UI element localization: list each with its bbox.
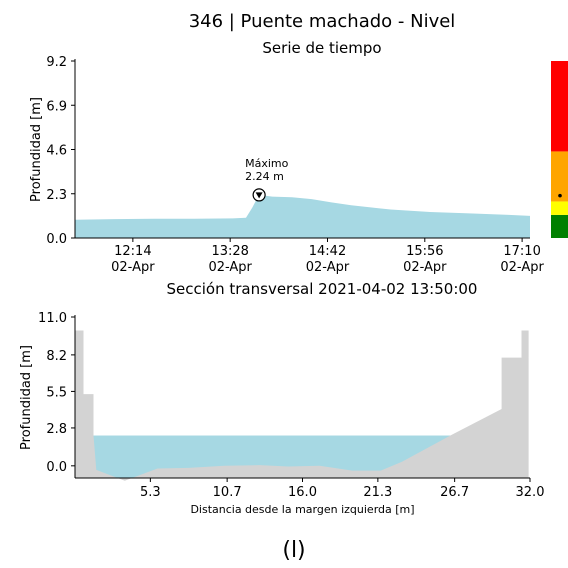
section-title: Sección transversal 2021-04-02 13:50:00 — [167, 280, 478, 298]
x-axis-label: Distancia desde la margen izquierda [m] — [190, 503, 414, 516]
chart-subtitle: Serie de tiempo — [262, 39, 381, 57]
x-tick-label-date: 02-Apr — [111, 260, 155, 275]
x-tick-label: 21.3 — [363, 485, 392, 500]
level-band-3 — [551, 151, 568, 202]
y-tick-label: 5.5 — [46, 385, 67, 400]
current-level-dot — [558, 193, 562, 198]
y-tick-label: 9.2 — [46, 55, 67, 70]
y-tick-label: 8.2 — [46, 349, 67, 364]
max-label-title: Máximo — [245, 157, 289, 170]
max-label-value: 2.24 m — [245, 170, 284, 183]
y-tick-label: 0.0 — [46, 460, 67, 475]
x-tick-label-date: 02-Apr — [306, 260, 350, 275]
x-tick-label-date: 02-Apr — [208, 260, 252, 275]
x-tick-label: 5.3 — [140, 485, 161, 500]
x-tick-label-time: 15:56 — [406, 244, 443, 259]
max-arrow-icon — [255, 192, 263, 199]
level-band-2 — [551, 201, 568, 215]
y-axis-label: Profundidad [m] — [29, 97, 44, 202]
y-tick-label: 0.0 — [46, 232, 67, 247]
level-band-1 — [551, 214, 568, 238]
x-tick-label: 32.0 — [516, 485, 545, 500]
x-tick-label-time: 17:10 — [503, 244, 540, 259]
y-tick-label: 4.6 — [46, 144, 67, 159]
y-tick-label: 11.0 — [38, 311, 67, 326]
x-tick-label: 26.7 — [440, 485, 469, 500]
x-tick-label-date: 02-Apr — [500, 260, 544, 275]
y-tick-label: 2.3 — [46, 188, 67, 203]
y-tick-label: 2.8 — [46, 422, 67, 437]
riverbed-ground — [75, 330, 530, 481]
figure-title: 346 | Puente machado - Nivel — [189, 11, 456, 32]
x-tick-label-time: 12:14 — [114, 244, 151, 259]
level-area — [75, 194, 530, 238]
y-tick-label: 6.9 — [46, 99, 67, 114]
x-tick-label-time: 13:28 — [211, 244, 248, 259]
y-axis-label: Profundidad [m] — [19, 345, 34, 450]
time-series-plot: Serie de tiempo0.02.34.66.99.212:1402-Ap… — [29, 39, 568, 275]
level-band-4 — [551, 61, 568, 152]
figure-caption: (l) — [282, 538, 305, 563]
x-tick-label-date: 02-Apr — [403, 260, 447, 275]
x-tick-label: 10.7 — [213, 485, 242, 500]
cross-section-plot: Sección transversal 2021-04-02 13:50:00 0… — [19, 280, 544, 516]
x-tick-label: 16.0 — [288, 485, 317, 500]
x-tick-label-time: 14:42 — [309, 244, 346, 259]
